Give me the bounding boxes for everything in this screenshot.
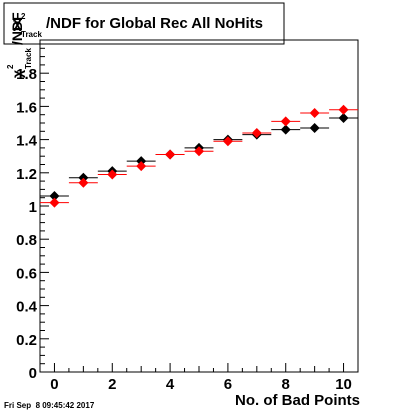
y-tick-label: 1.2: [16, 166, 37, 183]
y-tick-label: 0.4: [16, 299, 38, 316]
plot-frame: [39, 39, 359, 373]
y-axis-title: χ 2 Track /NDF: [6, 12, 33, 78]
series-1-point: [136, 161, 147, 172]
y-tick-label: 0.2: [16, 332, 37, 349]
y-tick-label: 1: [29, 199, 37, 216]
series-0-point: [49, 191, 60, 202]
axis-tick-labels: 0 0.2 0.4 0.6 0.8 1 1.2 1.4 1.6 1.8 0 2 4 6 8 10: [16, 66, 352, 393]
timestamp-footer: Fri Sep 8 09:45:42 2017: [4, 401, 95, 410]
series-1-point: [194, 146, 204, 157]
ylabel-rest: /NDF: [9, 12, 25, 45]
series-1-point: [309, 108, 320, 119]
series-1-point: [107, 169, 118, 180]
x-tick-label: 6: [224, 376, 232, 393]
ylabel-sup: 2: [6, 64, 15, 69]
x-tick-label: 2: [108, 376, 116, 393]
series-1-point: [338, 104, 349, 115]
x-tick-label: 8: [282, 376, 290, 393]
series-1-point: [222, 136, 233, 147]
chart-title: /NDF for Global Rec All NoHits: [46, 15, 263, 32]
x-tick-label: 10: [335, 376, 352, 393]
y-tick-label: 1.6: [16, 99, 37, 116]
series-0-point: [338, 113, 349, 124]
data-marks: [40, 104, 358, 208]
title-chi: χ: [13, 15, 22, 32]
ylabel-chi: χ: [9, 70, 25, 78]
ylabel-sub: Track: [24, 48, 33, 69]
x-axis-title: No. of Bad Points: [235, 392, 360, 409]
series-0-point: [309, 122, 320, 133]
series-1-point: [49, 197, 60, 208]
y-tick-label: 1.8: [16, 66, 37, 83]
series-1-point: [251, 127, 262, 138]
axis-ticks: [39, 39, 359, 373]
title-box: χ 2 Track /NDF for Global Rec All NoHits: [3, 2, 285, 45]
title-sub: Track: [21, 30, 42, 39]
series-1-point: [165, 149, 176, 160]
title-sup: 2: [21, 12, 26, 21]
y-tick-label: 1.4: [16, 133, 38, 150]
y-tick-label: 0.6: [16, 265, 37, 282]
series-1-point: [78, 177, 89, 188]
series-0-point: [280, 124, 291, 135]
y-tick-label: 0.8: [16, 232, 37, 249]
y-tick-label: 0: [29, 365, 37, 382]
series-1-point: [280, 116, 291, 127]
x-tick-label: 4: [166, 376, 175, 393]
x-tick-label: 0: [50, 376, 58, 393]
